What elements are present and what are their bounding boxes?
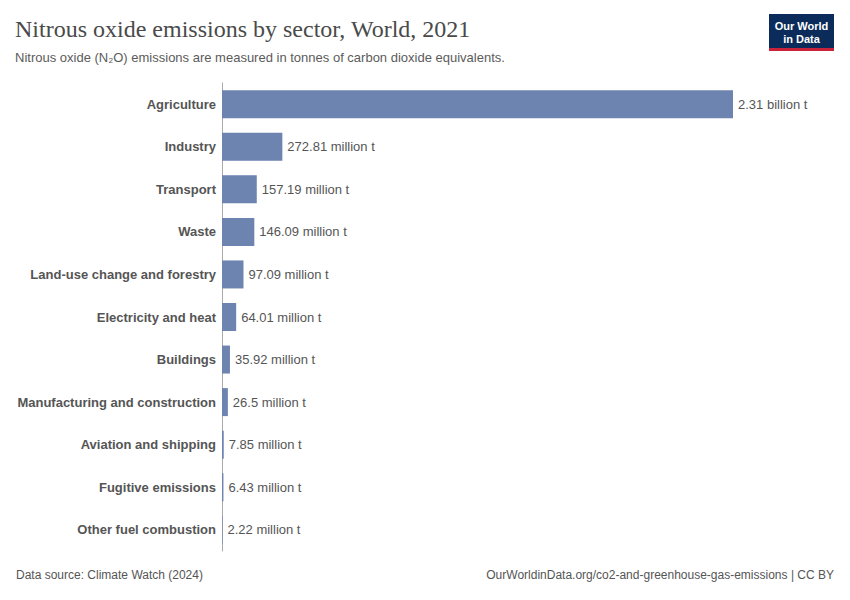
svg-text:Industry: Industry [165, 139, 217, 154]
svg-text:in Data: in Data [783, 33, 821, 45]
svg-text:2.22 million t: 2.22 million t [227, 522, 300, 537]
svg-text:97.09 million t: 97.09 million t [248, 267, 329, 282]
svg-text:Aviation and shipping: Aviation and shipping [81, 437, 216, 452]
svg-text:Other fuel combustion: Other fuel combustion [77, 522, 216, 537]
svg-text:OurWorldinData.org/co2-and-gre: OurWorldinData.org/co2-and-greenhouse-ga… [486, 568, 834, 582]
svg-text:6.43 million t: 6.43 million t [228, 480, 301, 495]
svg-text:26.5 million t: 26.5 million t [233, 395, 306, 410]
svg-text:Manufacturing and construction: Manufacturing and construction [17, 395, 216, 410]
svg-text:Fugitive emissions: Fugitive emissions [99, 480, 216, 495]
svg-text:Electricity and heat: Electricity and heat [97, 310, 217, 325]
svg-text:Nitrous oxide (N₂O) emissions: Nitrous oxide (N₂O) emissions are measur… [15, 50, 505, 65]
svg-text:Transport: Transport [156, 182, 217, 197]
svg-text:Agriculture: Agriculture [147, 97, 216, 112]
svg-text:272.81 million t: 272.81 million t [287, 139, 375, 154]
svg-text:Waste: Waste [178, 224, 216, 239]
svg-text:Nitrous oxide emissions by sec: Nitrous oxide emissions by sector, World… [15, 16, 470, 42]
svg-text:2.31 billion t: 2.31 billion t [738, 97, 808, 112]
svg-text:Data source: Climate Watch (20: Data source: Climate Watch (2024) [16, 568, 203, 582]
svg-text:Land-use change and forestry: Land-use change and forestry [30, 267, 216, 282]
svg-text:35.92 million t: 35.92 million t [235, 352, 316, 367]
svg-text:146.09 million t: 146.09 million t [259, 224, 347, 239]
svg-text:64.01 million t: 64.01 million t [241, 310, 322, 325]
svg-text:7.85 million t: 7.85 million t [229, 437, 302, 452]
svg-text:Our World: Our World [775, 20, 829, 32]
svg-text:157.19 million t: 157.19 million t [262, 182, 350, 197]
svg-text:Buildings: Buildings [157, 352, 216, 367]
